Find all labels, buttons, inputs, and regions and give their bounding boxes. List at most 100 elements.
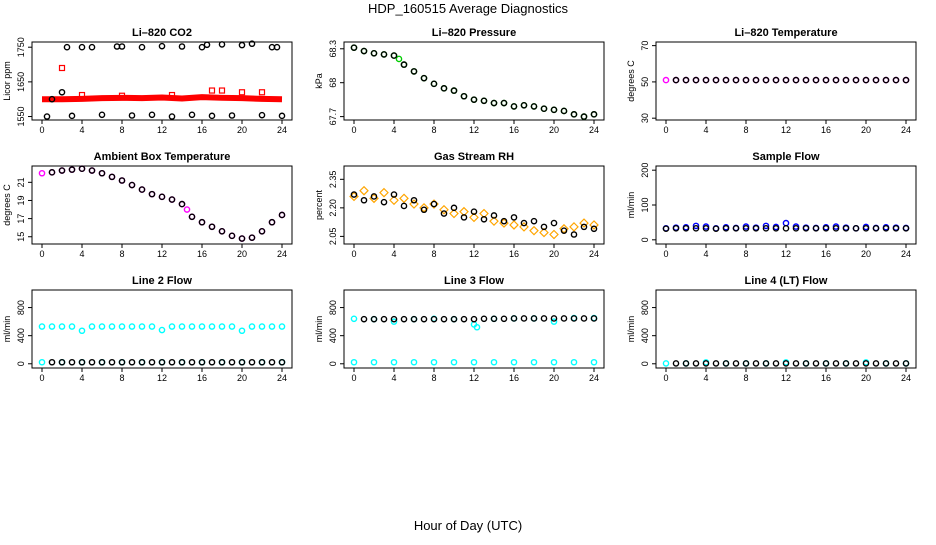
data-point [460,214,468,221]
data-point [672,225,680,232]
data-point [158,193,166,201]
data-point [792,360,800,367]
x-tick-label: 12 [157,125,167,135]
data-point [410,358,418,366]
data-point [460,92,468,100]
data-point [440,85,448,92]
y-tick-label: 400 [640,328,650,343]
data-point [238,358,246,366]
data-point [208,323,216,330]
data-point [188,358,196,366]
data-point [118,177,126,184]
data-point [662,76,670,84]
data-point [560,315,568,322]
data-point [510,103,518,110]
y-tick-label: 400 [16,328,26,343]
data-point [400,315,408,323]
data-point [98,358,106,366]
x-tick-label: 16 [821,125,831,135]
data-point [732,360,740,367]
data-point [48,95,56,103]
data-point [168,196,176,203]
data-point [460,315,468,323]
data-point [520,102,528,109]
data-point [590,315,598,322]
data-point [198,218,206,226]
panel-title: Li–820 CO2 [132,27,192,39]
data-point [752,225,760,232]
data-point [782,225,790,232]
x-tick-label: 12 [469,373,479,383]
data-point [802,360,810,367]
plot-frame [31,41,293,121]
data-point [158,358,166,366]
data-point [882,360,890,367]
data-point [258,323,266,330]
data-point [360,196,368,204]
data-point [449,208,459,219]
x-tick-label: 4 [391,125,396,135]
x-tick-label: 16 [821,373,831,383]
y-tick-label: 0 [16,361,26,366]
data-point [530,315,538,322]
data-point [590,225,598,233]
chart-panel: Ambient Box Temperature degrees C 0 4 8 12 16 2… [2,151,293,259]
data-point [48,323,56,330]
data-point [98,111,106,119]
data-point [118,92,126,99]
x-tick-label: 8 [431,373,436,383]
data-point [168,323,176,330]
data-point [63,43,71,51]
data-point [439,204,449,215]
data-point [752,360,760,367]
x-tick-label: 4 [79,125,84,135]
data-point [662,225,670,232]
data-point [550,358,558,366]
data-point [712,360,720,367]
panel-title: Li–820 Pressure [432,27,516,39]
data-point [390,52,398,59]
data-point [792,76,800,84]
y-tick-label: 2.35 [328,171,338,189]
data-point [409,199,419,209]
x-tick-label: 0 [663,373,668,383]
data-point [722,76,730,84]
data-point [500,217,508,225]
data-point [902,360,910,367]
x-tick-label: 4 [703,249,708,259]
data-point [380,198,388,206]
data-point [490,315,498,323]
chart-panel: Li–820 Pressure kPa 0 4 8 12 16 20 24 67.7 68 68.3 [314,27,605,135]
x-tick-label: 4 [391,373,396,383]
data-point [138,186,146,193]
x-tick-label: 8 [119,125,124,135]
data-point [248,234,256,241]
y-tick-label: 21 [16,177,26,187]
data-point [529,225,539,236]
data-point [68,358,76,366]
data-point [692,225,700,232]
chart-panel: Sample Flow ml/min 0 4 8 12 16 20 24 0 100 200 [626,151,917,259]
data-point [218,41,226,48]
x-tick-label: 20 [237,125,247,135]
data-point [762,225,770,232]
x-tick-label: 4 [391,249,396,259]
data-point [450,204,458,212]
data-point [148,323,156,330]
x-tick-label: 12 [781,249,791,259]
data-point [198,323,206,330]
data-point [98,169,106,177]
y-tick-label: 50 [640,77,650,87]
data-point [68,166,76,173]
data-point [742,360,750,367]
data-point [762,76,770,84]
x-tick-label: 8 [431,249,436,259]
data-point [852,76,860,84]
data-point [158,42,166,50]
data-point [178,43,186,50]
data-point [38,323,46,330]
x-tick-label: 12 [157,373,167,383]
data-point [802,225,810,232]
data-point [390,191,398,198]
data-point [812,360,820,367]
